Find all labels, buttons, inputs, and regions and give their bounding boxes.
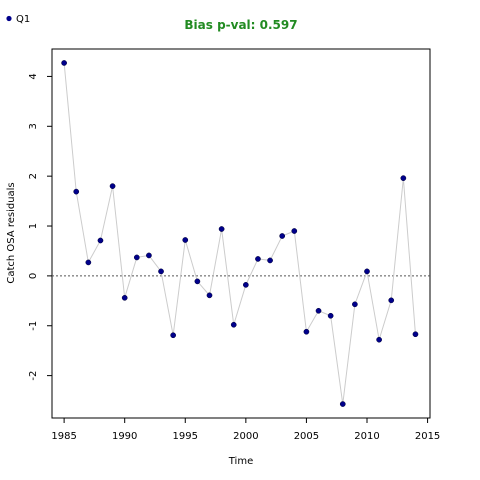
data-point [85, 259, 92, 266]
data-point [121, 294, 128, 301]
y-tick-label: -2 [28, 371, 39, 381]
data-point [388, 297, 395, 304]
legend-marker [6, 15, 12, 22]
data-point [315, 307, 322, 314]
data-point [97, 237, 104, 244]
y-axis-title: Catch OSA residuals [6, 182, 17, 283]
data-point [400, 175, 407, 181]
x-tick-label: 1995 [173, 431, 198, 442]
x-tick-label: 2005 [294, 431, 319, 442]
y-tick-label: 2 [28, 173, 39, 179]
data-point [73, 188, 80, 195]
data-point [327, 312, 334, 319]
data-point [170, 332, 177, 339]
chart-title: Bias p-val: 0.597 [184, 18, 297, 32]
x-tick-label: 1990 [112, 431, 137, 442]
data-point [255, 256, 261, 262]
data-point [109, 183, 116, 189]
x-tick-label: 2015 [415, 431, 440, 442]
y-tick-label: -1 [28, 321, 39, 331]
x-tick-label: 2000 [233, 431, 258, 442]
data-point [279, 233, 286, 239]
y-tick-label: 0 [28, 273, 39, 279]
series-layer [61, 60, 419, 407]
data-point [182, 237, 189, 243]
data-point [412, 331, 419, 338]
data-point [376, 336, 382, 343]
data-point [133, 254, 140, 261]
data-point [352, 301, 358, 308]
x-tick-label: 1985 [51, 431, 76, 442]
y-axis: 4 3 2 1 0 -1 -2 [28, 73, 52, 381]
legend: Q1 [6, 14, 30, 25]
x-axis-title: Time [228, 456, 253, 467]
data-point [194, 278, 201, 285]
data-point [146, 252, 152, 259]
data-point [218, 226, 225, 232]
data-point [267, 257, 273, 264]
plot-frame [51, 48, 431, 419]
data-point [291, 228, 298, 234]
data-point [303, 328, 310, 335]
data-point [242, 282, 249, 288]
data-point [61, 60, 67, 66]
x-axis: 1985 1990 1995 2000 2005 2010 2015 [51, 418, 440, 442]
legend-label: Q1 [16, 14, 30, 25]
data-point [206, 292, 213, 299]
y-tick-label: 1 [28, 223, 39, 229]
y-tick-label: 4 [28, 73, 39, 79]
data-point [364, 268, 370, 275]
series-line [63, 62, 416, 405]
data-point [230, 321, 237, 328]
data-point [339, 401, 346, 407]
x-tick-label: 2010 [354, 431, 379, 442]
y-tick-label: 3 [28, 123, 39, 129]
data-point [158, 268, 164, 275]
